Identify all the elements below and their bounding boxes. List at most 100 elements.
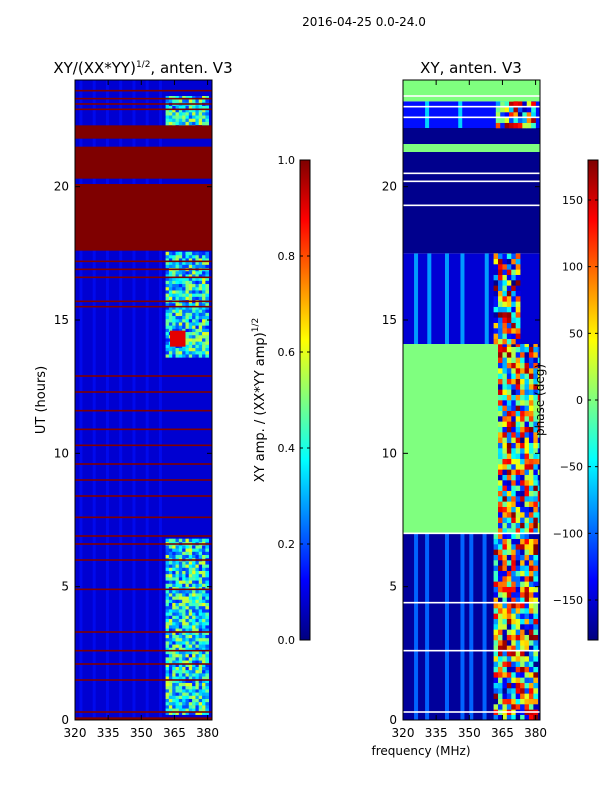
- panel1-bright-cell: [202, 561, 206, 565]
- panel1-bright-cell: [182, 609, 186, 613]
- panel2-phase-cell: [511, 522, 516, 529]
- panel2-phase-cell: [502, 581, 508, 587]
- panel1-bright-cell: [168, 350, 173, 355]
- panel2-phase-cell: [502, 274, 508, 281]
- panel1-bright-cell: [182, 615, 186, 619]
- panel2-phase-cell: [502, 485, 508, 491]
- panel2-phase-cell: [533, 650, 539, 657]
- panel2-phase-cell: [520, 474, 525, 481]
- panel2-phase-cell: [495, 112, 501, 118]
- panel2-phase-cell: [511, 453, 516, 459]
- panel2-phase-cell: [528, 496, 534, 502]
- panel2-stripe: [469, 533, 474, 720]
- panel1-ylabel: UT (hours): [34, 366, 49, 434]
- panel1-bright-cell: [195, 258, 200, 262]
- panel1-bright-cell: [202, 666, 206, 671]
- panel1-bright-cell: [195, 701, 200, 706]
- panel1-bright-cell: [195, 663, 200, 667]
- panel1-bright-cell: [172, 322, 176, 326]
- panel1-bright-cell: [168, 593, 173, 597]
- panel2-phase-cell: [528, 421, 534, 427]
- panel1-bright-cell: [202, 596, 206, 600]
- panel1-bright-cell: [182, 105, 186, 110]
- panel2-phase-cell: [502, 453, 508, 459]
- panel1-bright-cell: [192, 545, 196, 549]
- panel2-phase-cell: [502, 432, 508, 438]
- panel2-phase-cell: [502, 357, 508, 363]
- panel2-phase-cell: [524, 565, 530, 571]
- panel2-phase-cell: [498, 410, 503, 417]
- panel1-bright-cell: [195, 612, 200, 616]
- panel2-phase-cell: [509, 122, 514, 129]
- panel2-phase-cell: [533, 698, 539, 705]
- panel2-phase-cell: [493, 264, 499, 270]
- panel1-bright-cell: [168, 318, 173, 323]
- panel2-phase-cell: [528, 362, 534, 369]
- panel2-phase-cell: [515, 533, 521, 539]
- panel1-bright-cell: [195, 689, 200, 693]
- panel1-bright-cell: [192, 689, 196, 693]
- panel2-phase-cell: [515, 296, 521, 302]
- panel2-phase-cell: [528, 400, 534, 406]
- panel2-phase-cell: [524, 469, 530, 475]
- panel2-phase-cell: [498, 253, 503, 259]
- panel1-flag-line: [75, 89, 212, 92]
- panel1-bright-cell: [165, 354, 170, 358]
- panel2-phase-cell: [502, 333, 508, 339]
- panel2-phase-cell: [537, 442, 540, 449]
- panel1-bright-cell: [195, 318, 200, 323]
- panel1-bright-cell: [202, 631, 206, 635]
- panel1-bright-cell: [165, 254, 170, 259]
- panel2-phase-cell: [502, 506, 508, 513]
- panel1-texture-band: [158, 80, 162, 720]
- panel1-bright-cell: [172, 564, 176, 568]
- colorbar-1: 0.00.20.40.60.81.0 XY amp. / (XX*YY amp)…: [251, 154, 311, 647]
- panel-1: XY/(XX*YY)1/2, anten. V3 320 335 350 365 380…: [34, 59, 233, 740]
- panel1-bright-cell: [168, 551, 173, 555]
- panel1-bright-cell: [168, 653, 173, 658]
- panel1-bright-cell: [205, 625, 209, 629]
- panel2-phase-cell: [520, 677, 525, 683]
- panel2-phase-cell: [511, 613, 516, 619]
- panel2-phase-cell: [506, 306, 512, 313]
- panel1-bright-cell: [182, 554, 186, 559]
- panel1-bright-cell: [205, 583, 209, 587]
- panel1-bright-cell: [168, 650, 173, 655]
- panel2-phase-cell: [515, 624, 521, 630]
- panel1-bright-cell: [172, 354, 176, 358]
- panel1-bright-cell: [165, 644, 170, 648]
- panel2-phase-cell: [524, 458, 530, 465]
- panel1-bright-cell: [172, 589, 176, 594]
- panel2-phase-cell: [524, 373, 530, 379]
- panel2-phase-cell: [520, 400, 525, 406]
- panel2-phase-cell: [502, 549, 508, 555]
- panel2-phase-cell: [528, 629, 534, 635]
- panel2-phase-cell: [498, 405, 503, 411]
- panel1-bright-cell: [202, 347, 206, 352]
- panel1-bright-cell: [188, 615, 193, 619]
- panel1-bright-cell: [195, 599, 200, 603]
- panel1-bright-cell: [202, 570, 206, 575]
- panel2-phase-cell: [511, 624, 516, 630]
- panel2-phase-cell: [493, 538, 499, 545]
- panel1-bright-cell: [175, 596, 180, 600]
- panel2-phase-cell: [502, 554, 508, 561]
- panel1-bright-cell: [165, 312, 170, 317]
- panel2-phase-cell: [515, 538, 521, 545]
- panel1-bright-cell: [175, 554, 180, 559]
- panel2-phase-cell: [493, 306, 499, 313]
- panel1-bright-cell: [178, 618, 183, 623]
- panel1-bright-cell: [192, 663, 196, 667]
- panel2-phase-cell: [498, 426, 503, 433]
- panel1-bright-cell: [188, 286, 193, 291]
- panel1-bright-cell: [192, 302, 196, 307]
- panel2-phase-cell: [515, 258, 521, 265]
- panel1-bright-cell: [165, 695, 170, 699]
- panel2-phase-cell: [533, 538, 539, 545]
- panel1-bright-cell: [165, 583, 170, 587]
- panel1-bright-cell: [185, 274, 190, 278]
- panel1-bright-cell: [188, 350, 193, 355]
- panel1-bright-cell: [178, 306, 183, 310]
- panel1-bright-cell: [168, 644, 173, 648]
